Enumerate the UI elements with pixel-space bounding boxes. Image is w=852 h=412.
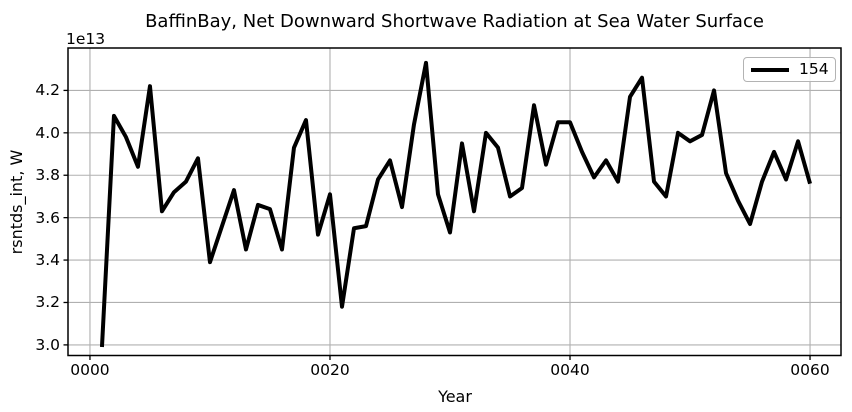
x-tick-label: 0000: [70, 361, 110, 379]
x-tick-label: 0060: [790, 361, 830, 379]
y-tick-label: 3.4: [35, 251, 60, 270]
series-line: [99, 60, 812, 348]
x-axis-label: Year: [438, 387, 472, 406]
legend-line-sample: [751, 67, 789, 72]
x-tick-label: 0020: [310, 361, 350, 379]
y-tick-label: 3.8: [35, 166, 60, 185]
y-tick-label: 4.0: [35, 123, 60, 142]
x-tick-label: 0040: [550, 361, 590, 379]
legend: 154: [743, 57, 836, 82]
y-axis-offset-text: 1e13: [66, 30, 106, 48]
y-tick-label: 3.0: [35, 335, 60, 354]
legend-label: 154: [799, 59, 829, 78]
axes-frame: [67, 47, 842, 357]
chart-title: BaffinBay, Net Downward Shortwave Radiat…: [145, 11, 764, 32]
y-tick-label: 4.2: [35, 81, 60, 100]
y-tick-label: 3.2: [35, 293, 60, 312]
y-tick-label: 3.6: [35, 208, 60, 227]
